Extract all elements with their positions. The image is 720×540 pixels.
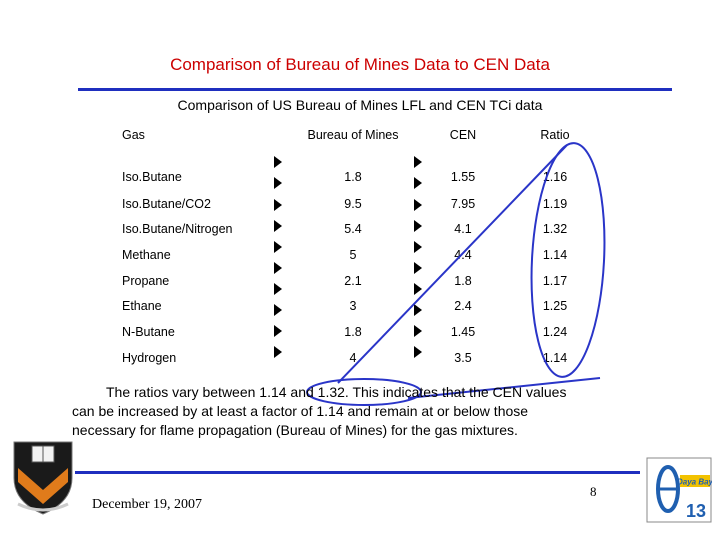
- row-marker-icon: [414, 156, 422, 168]
- row-marker-icon: [274, 304, 282, 316]
- cen-cell: 7.95: [450, 197, 476, 211]
- body-paragraph: The ratios vary between 1.14 and 1.32. T…: [72, 383, 632, 440]
- row-marker-icon: [274, 220, 282, 232]
- bom-cell: 9.5: [344, 197, 362, 211]
- gas-cell: Iso.Butane/Nitrogen: [122, 222, 233, 236]
- row-marker-icon: [274, 199, 282, 211]
- ratio-cell: 1.19: [542, 197, 568, 211]
- gas-cell: Hydrogen: [122, 351, 177, 365]
- gas-cell: Ethane: [122, 299, 162, 313]
- bom-cell: 1.8: [344, 325, 362, 339]
- gas-cell: Methane: [122, 248, 171, 262]
- footer-rule: [75, 471, 640, 474]
- table-header-cen: CEN: [449, 128, 477, 142]
- body-line: necessary for flame propagation (Bureau …: [72, 422, 518, 438]
- cen-cell: 1.55: [450, 170, 476, 184]
- row-marker-icon: [274, 283, 282, 295]
- bom-cell: 4: [349, 351, 357, 365]
- table-caption: Comparison of US Bureau of Mines LFL and…: [177, 97, 543, 113]
- row-marker-icon: [274, 156, 282, 168]
- gas-cell: N-Butane: [122, 325, 175, 339]
- bom-cell: 2.1: [344, 274, 362, 288]
- ratio-cell: 1.32: [542, 222, 568, 236]
- ratio-cell: 1.17: [542, 274, 568, 288]
- bom-cell: 5: [349, 248, 357, 262]
- daya-bay-logo-icon: Daya Bay 13: [646, 457, 712, 523]
- ratio-cell: 1.24: [542, 325, 568, 339]
- bom-cell: 3: [349, 299, 357, 313]
- row-marker-icon: [274, 177, 282, 189]
- table-header-gas: Gas: [122, 128, 145, 142]
- row-marker-icon: [274, 262, 282, 274]
- daya-bay-number: 13: [686, 501, 706, 521]
- title-rule: [78, 88, 672, 91]
- ratio-cell: 1.25: [542, 299, 568, 313]
- gas-cell: Iso.Butane/CO2: [122, 197, 211, 211]
- ratio-cell: 1.14: [542, 248, 568, 262]
- cen-cell: 1.8: [454, 274, 472, 288]
- cen-cell: 3.5: [454, 351, 472, 365]
- row-marker-icon: [414, 262, 422, 274]
- cen-cell: 4.1: [454, 222, 472, 236]
- gas-cell: Iso.Butane: [122, 170, 182, 184]
- body-line: can be increased by at least a factor of…: [72, 403, 529, 419]
- table-header-ratio: Ratio: [540, 128, 570, 142]
- cen-cell: 1.45: [450, 325, 476, 339]
- princeton-shield-icon: [13, 441, 73, 515]
- row-marker-icon: [274, 241, 282, 253]
- bom-cell: 5.4: [344, 222, 362, 236]
- ratio-cell: 1.14: [542, 351, 568, 365]
- cen-cell: 4.4: [454, 248, 472, 262]
- row-marker-icon: [274, 325, 282, 337]
- body-line: The ratios vary between 1.14 and 1.32. T…: [106, 384, 567, 400]
- table-header-bom: Bureau of Mines: [307, 128, 399, 142]
- row-marker-icon: [274, 346, 282, 358]
- footer-date: December 19, 2007: [92, 497, 203, 512]
- cen-cell: 2.4: [454, 299, 472, 313]
- ratio-cell: 1.16: [542, 170, 568, 184]
- daya-bay-wordmark: Daya Bay: [677, 478, 712, 487]
- slide-title: Comparison of Bureau of Mines Data to CE…: [170, 55, 550, 74]
- page-number: 8: [590, 484, 597, 499]
- bom-cell: 1.8: [344, 170, 362, 184]
- gas-cell: Propane: [122, 274, 170, 288]
